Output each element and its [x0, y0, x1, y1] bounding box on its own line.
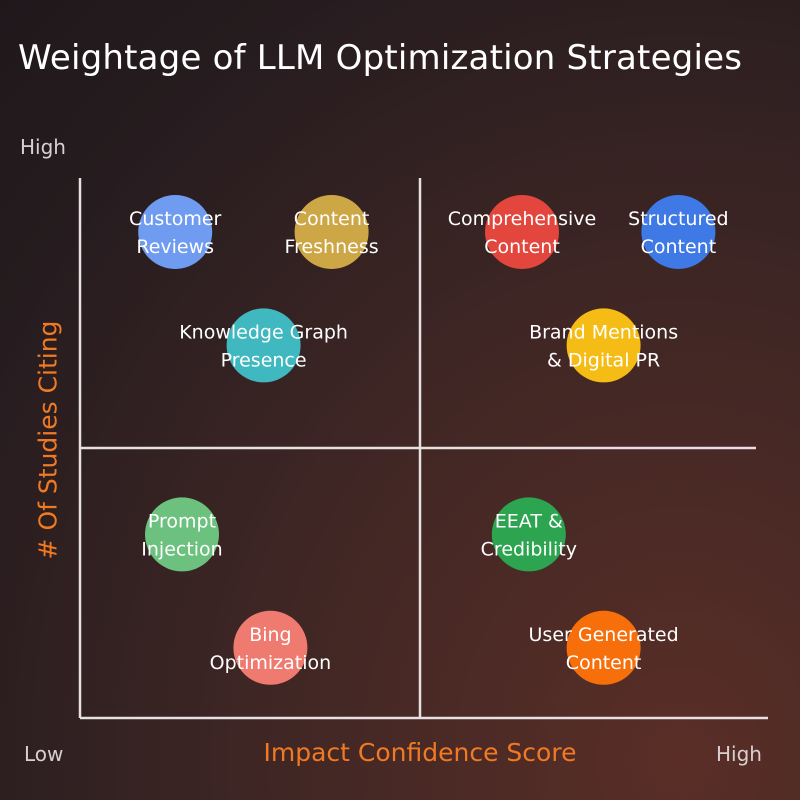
chart-title: Weightage of LLM Optimization Strategies	[18, 38, 743, 78]
data-point: Structured Content	[628, 195, 729, 269]
point-marker	[641, 195, 716, 269]
x-axis-low-label: Low	[24, 742, 64, 766]
point-label: Brand Mentions	[529, 321, 678, 343]
point-marker	[233, 610, 308, 685]
x-axis-title: Impact Confidence Score	[263, 738, 577, 767]
point-label: Knowledge Graph	[179, 321, 348, 343]
point-label: Comprehensive	[448, 208, 596, 230]
data-point: Brand Mentions & Digital PR	[529, 308, 678, 383]
point-marker	[491, 497, 566, 572]
point-label: Reviews	[136, 236, 214, 258]
point-label: Content	[566, 652, 642, 674]
point-label: Optimization	[210, 652, 332, 674]
point-label: Freshness	[285, 236, 379, 258]
point-label: Content	[641, 236, 717, 258]
point-label: EEAT &	[495, 510, 563, 532]
y-axis-high-label: High	[20, 135, 66, 159]
point-marker	[145, 497, 219, 572]
data-point: Comprehensive Content	[448, 195, 596, 269]
point-label: User Generated	[529, 624, 679, 646]
x-axis-high-label: High	[716, 742, 762, 766]
point-label: Injection	[141, 538, 222, 560]
point-label: Structured	[628, 208, 728, 230]
point-label: Customer	[129, 208, 221, 230]
point-label: Presence	[221, 349, 307, 371]
data-point: User Generated Content	[529, 610, 679, 685]
point-label: Content	[294, 208, 370, 230]
point-marker	[566, 610, 641, 685]
data-point: Knowledge Graph Presence	[179, 308, 348, 383]
point-label: Bing	[249, 624, 291, 646]
point-label: Credibility	[481, 538, 577, 560]
data-point: EEAT & Credibility	[481, 497, 577, 572]
data-point: Prompt Injection	[141, 497, 223, 572]
point-marker	[294, 195, 369, 269]
point-label: & Digital PR	[547, 349, 660, 371]
data-point: Bing Optimization	[210, 610, 332, 685]
point-label: Prompt	[148, 510, 216, 532]
point-marker	[138, 195, 213, 269]
point-label: Content	[484, 236, 560, 258]
point-marker	[485, 195, 559, 269]
point-marker	[226, 308, 301, 383]
point-marker	[566, 308, 641, 383]
data-point: Customer Reviews	[129, 195, 222, 269]
data-point: Content Freshness	[285, 195, 379, 269]
